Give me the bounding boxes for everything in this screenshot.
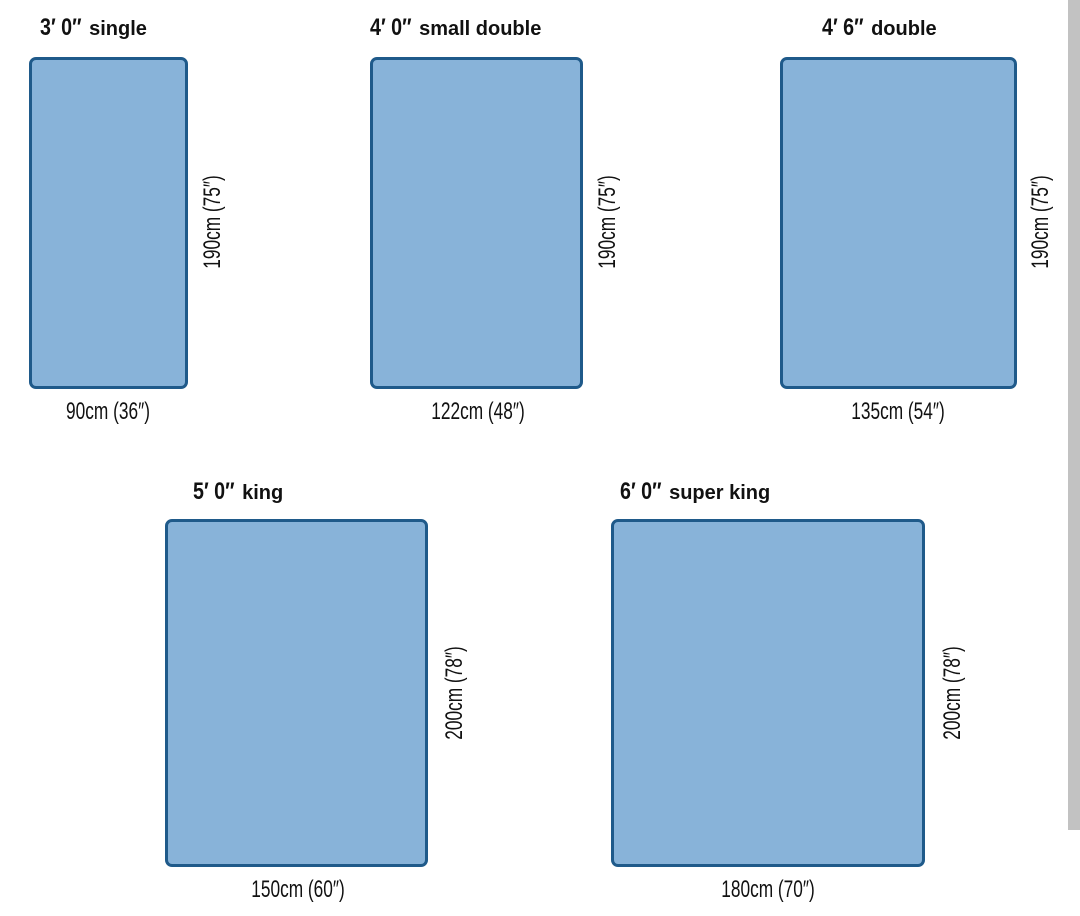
- bed-width-label: 122cm (48″): [431, 398, 525, 425]
- bed-length-label: 190cm (75″): [1027, 175, 1054, 269]
- bed-name: small double: [419, 18, 542, 40]
- bed-size: 4′ 0″: [370, 14, 412, 41]
- bed-length-label: 200cm (78″): [939, 646, 966, 740]
- bed-size: 3′ 0″: [40, 14, 82, 41]
- bed-shape-king: [165, 519, 428, 867]
- bed-width-label: 180cm (70″): [721, 876, 815, 903]
- bed-title-single: 3′ 0″ single: [40, 14, 147, 42]
- bed-size: 5′ 0″: [193, 478, 235, 505]
- bed-length-label: 190cm (75″): [594, 175, 621, 269]
- bed-width-label: 135cm (54″): [851, 398, 945, 425]
- bed-size: 4′ 6″: [822, 14, 864, 41]
- bed-width-label: 90cm (36″): [66, 398, 150, 425]
- bed-title-super-king: 6′ 0″ super king: [620, 478, 770, 506]
- bed-name: double: [871, 18, 937, 40]
- bed-name: king: [242, 482, 284, 504]
- bed-shape-single: [29, 57, 188, 389]
- bed-shape-double: [780, 57, 1017, 389]
- scrollbar[interactable]: [1068, 0, 1080, 830]
- bed-width-label: 150cm (60″): [251, 876, 345, 903]
- bed-title-double: 4′ 6″ double: [822, 14, 937, 42]
- bed-title-king: 5′ 0″ king: [193, 478, 283, 506]
- bed-shape-super-king: [611, 519, 925, 867]
- bed-length-label: 190cm (75″): [199, 175, 226, 269]
- bed-size: 6′ 0″: [620, 478, 662, 505]
- bed-shape-small-double: [370, 57, 583, 389]
- bed-length-label: 200cm (78″): [441, 646, 468, 740]
- bed-title-small-double: 4′ 0″ small double: [370, 14, 541, 42]
- bed-name: single: [89, 18, 147, 40]
- bed-name: super king: [669, 482, 771, 504]
